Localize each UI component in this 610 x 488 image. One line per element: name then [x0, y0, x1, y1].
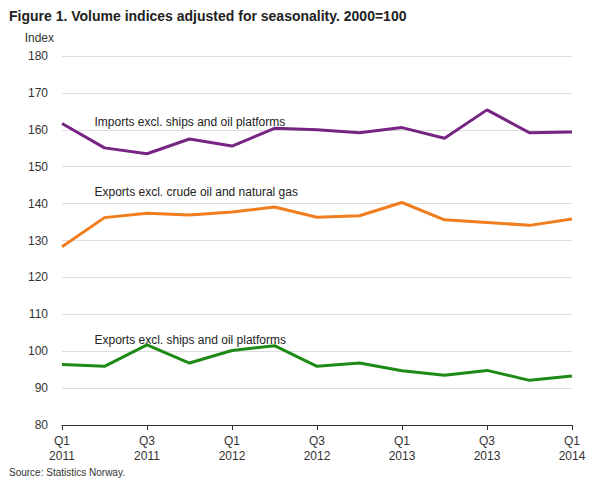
svg-text:2011: 2011 — [134, 449, 160, 463]
svg-text:Imports excl. ships and oil pl: Imports excl. ships and oil platforms — [95, 115, 286, 129]
svg-text:Figure 1. Volume indices adjus: Figure 1. Volume indices adjusted for se… — [9, 8, 407, 24]
svg-text:Exports excl. ships and oil pl: Exports excl. ships and oil platforms — [95, 333, 286, 347]
svg-text:120: 120 — [28, 270, 48, 284]
svg-text:2011: 2011 — [49, 449, 75, 463]
svg-text:2012: 2012 — [304, 449, 331, 463]
svg-text:Exports excl. crude oil and na: Exports excl. crude oil and natural gas — [95, 185, 298, 199]
svg-text:Q3: Q3 — [309, 434, 325, 448]
svg-text:180: 180 — [28, 49, 48, 63]
svg-text:Q1: Q1 — [54, 434, 70, 448]
svg-text:110: 110 — [29, 307, 48, 321]
svg-text:Q1: Q1 — [394, 434, 410, 448]
svg-text:Index: Index — [25, 31, 54, 45]
svg-text:Q3: Q3 — [139, 434, 155, 448]
svg-text:160: 160 — [28, 123, 48, 137]
svg-text:Q1: Q1 — [564, 434, 580, 448]
svg-text:Q3: Q3 — [479, 434, 495, 448]
svg-text:2013: 2013 — [474, 449, 501, 463]
svg-text:2012: 2012 — [219, 449, 246, 463]
svg-text:Q1: Q1 — [224, 434, 240, 448]
svg-text:150: 150 — [28, 160, 48, 174]
svg-text:Source: Statistics Norway.: Source: Statistics Norway. — [9, 467, 125, 478]
svg-text:130: 130 — [28, 234, 48, 248]
svg-text:140: 140 — [28, 197, 48, 211]
svg-text:2014: 2014 — [559, 449, 586, 463]
svg-text:80: 80 — [35, 418, 49, 432]
svg-text:170: 170 — [28, 86, 48, 100]
svg-text:100: 100 — [28, 344, 48, 358]
svg-text:90: 90 — [35, 381, 49, 395]
svg-text:2013: 2013 — [389, 449, 416, 463]
